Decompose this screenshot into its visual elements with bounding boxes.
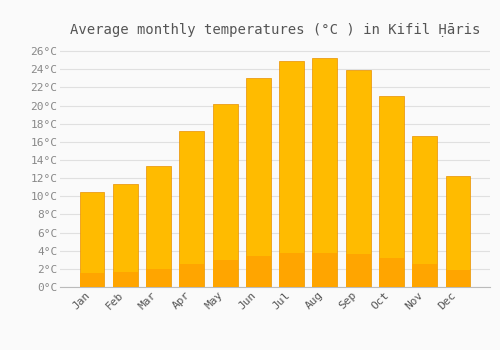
Bar (80, 192, 104, 287)
Bar (246, 78, 271, 287)
Bar (180, 131, 204, 287)
Bar (446, 271, 470, 287)
Bar (346, 254, 370, 287)
Bar (379, 258, 404, 287)
Bar (246, 256, 271, 287)
Bar (212, 259, 238, 287)
Bar (279, 253, 304, 287)
Bar (146, 269, 171, 287)
Bar (212, 104, 238, 287)
Bar (80, 273, 104, 287)
Bar (312, 58, 338, 287)
Bar (180, 264, 204, 287)
Bar (312, 253, 338, 287)
Bar (113, 184, 138, 287)
Bar (346, 70, 370, 287)
Bar (379, 97, 404, 287)
Title: Average monthly temperatures (°C ) in Kifil Ḥāris: Average monthly temperatures (°C ) in Ki… (70, 23, 480, 37)
Bar (446, 176, 470, 287)
Bar (412, 136, 437, 287)
Bar (146, 166, 171, 287)
Bar (412, 264, 437, 287)
Bar (279, 61, 304, 287)
Bar (113, 272, 138, 287)
